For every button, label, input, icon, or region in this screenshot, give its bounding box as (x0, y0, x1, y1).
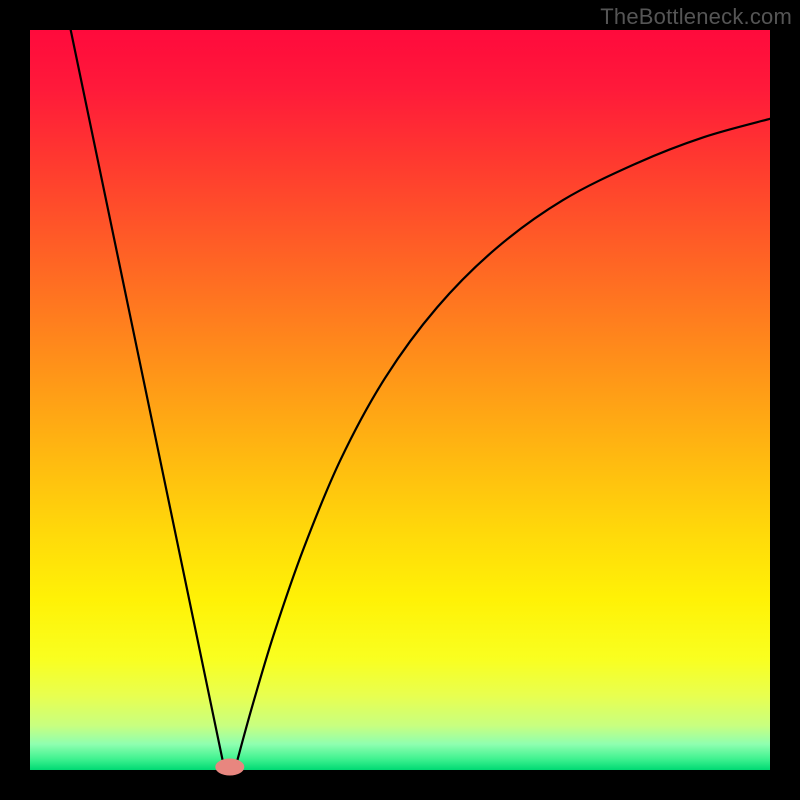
chart-container: TheBottleneck.com (0, 0, 800, 800)
watermark-text: TheBottleneck.com (600, 4, 792, 30)
plot-background (30, 30, 770, 770)
bottleneck-chart (0, 0, 800, 800)
optimal-point-marker (216, 759, 244, 775)
